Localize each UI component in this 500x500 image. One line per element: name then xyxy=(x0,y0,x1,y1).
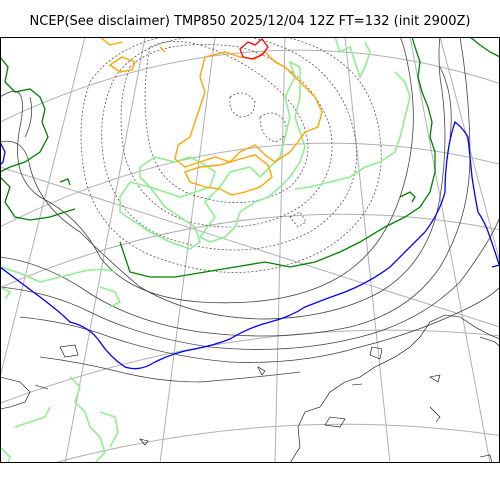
map-title: NCEP(See disclaimer) TMP850 2025/12/04 1… xyxy=(29,14,471,29)
coastlines xyxy=(0,314,500,463)
longitude-line xyxy=(0,166,500,328)
longitude-line xyxy=(439,37,500,264)
graticule xyxy=(0,37,500,463)
isotherm-blue xyxy=(0,120,500,370)
isotherm-dark-green xyxy=(0,37,500,278)
isotherm-orange xyxy=(99,37,323,196)
longitude-line xyxy=(274,37,286,463)
longitude-line xyxy=(159,37,216,463)
isotherm-light-green xyxy=(0,37,411,463)
map-frame xyxy=(0,37,500,463)
longitude-line xyxy=(0,37,86,380)
latitude-line xyxy=(52,423,500,463)
latitude-line xyxy=(0,142,500,228)
latitude-line xyxy=(0,329,500,404)
longitude-line xyxy=(344,37,391,463)
isotherm-red xyxy=(239,38,269,60)
longitude-line xyxy=(409,37,491,463)
latitude-line xyxy=(0,213,500,289)
isotherms-dotted xyxy=(80,37,382,273)
latitude-line xyxy=(0,49,500,123)
